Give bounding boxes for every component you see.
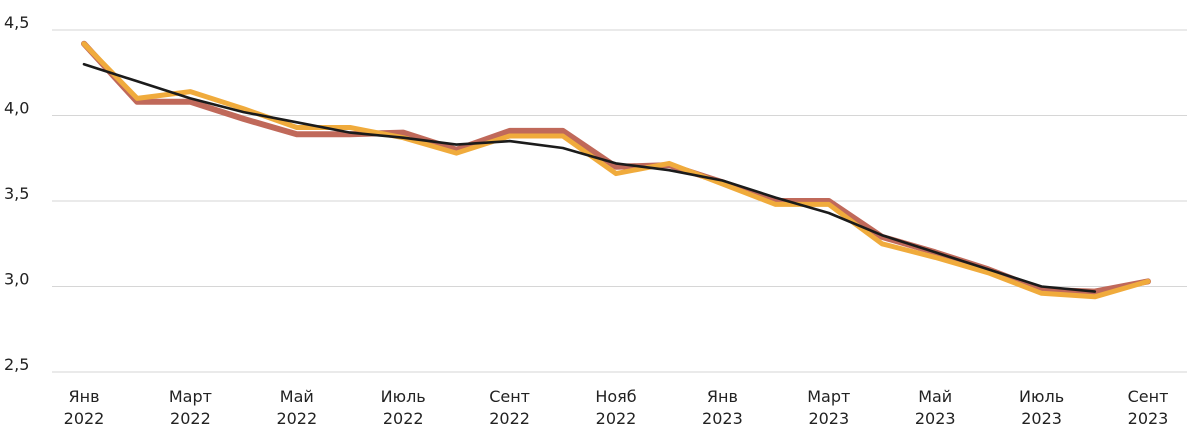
x-tick-label: Сент 2022	[489, 387, 530, 428]
x-tick-year: 2023	[1021, 409, 1062, 428]
x-tick-year: 2022	[489, 409, 530, 428]
x-tick-year: 2023	[702, 409, 743, 428]
y-tick-label: 3,0	[4, 270, 29, 289]
y-tick-label: 2,5	[4, 355, 29, 374]
x-tick-year: 2022	[170, 409, 211, 428]
series-line-2	[84, 44, 1148, 297]
x-tick-year: 2022	[64, 409, 105, 428]
x-tick-month: Сент	[489, 387, 530, 406]
y-tick-label: 3,5	[4, 184, 29, 203]
x-tick-month: Май	[918, 387, 952, 406]
series-lines	[84, 44, 1148, 297]
y-tick-label: 4,0	[4, 99, 29, 118]
x-tick-month: Май	[280, 387, 314, 406]
x-tick-year: 2022	[383, 409, 424, 428]
x-tick-label: Нояб 2022	[595, 387, 636, 428]
x-tick-month: Нояб	[595, 387, 636, 406]
x-tick-year: 2023	[808, 409, 849, 428]
x-tick-month: Июль	[381, 387, 426, 406]
x-tick-label: Март 2023	[807, 387, 850, 428]
x-tick-month: Сент	[1128, 387, 1169, 406]
x-tick-label: Сент 2023	[1128, 387, 1169, 428]
x-tick-month: Март	[807, 387, 850, 406]
x-tick-year: 2023	[915, 409, 956, 428]
y-axis-ticks: 2,5 3,0 3,5 4,0 4,5	[4, 13, 29, 374]
x-tick-label: Янв 2023	[702, 387, 743, 428]
series-line-1	[84, 44, 1148, 292]
x-tick-year: 2022	[596, 409, 637, 428]
x-tick-label: Июль 2023	[1019, 387, 1064, 428]
x-tick-year: 2023	[1128, 409, 1169, 428]
x-tick-label: Май 2023	[915, 387, 956, 428]
x-tick-label: Май 2022	[276, 387, 317, 428]
x-tick-month: Июль	[1019, 387, 1064, 406]
x-tick-year: 2022	[276, 409, 317, 428]
x-tick-month: Янв	[707, 387, 738, 406]
x-tick-label: Июль 2022	[381, 387, 426, 428]
x-tick-label: Янв 2022	[64, 387, 105, 428]
y-tick-label: 4,5	[4, 13, 29, 32]
gridlines	[52, 30, 1187, 372]
x-tick-month: Март	[169, 387, 212, 406]
x-tick-label: Март 2022	[169, 387, 212, 428]
x-tick-month: Янв	[68, 387, 99, 406]
